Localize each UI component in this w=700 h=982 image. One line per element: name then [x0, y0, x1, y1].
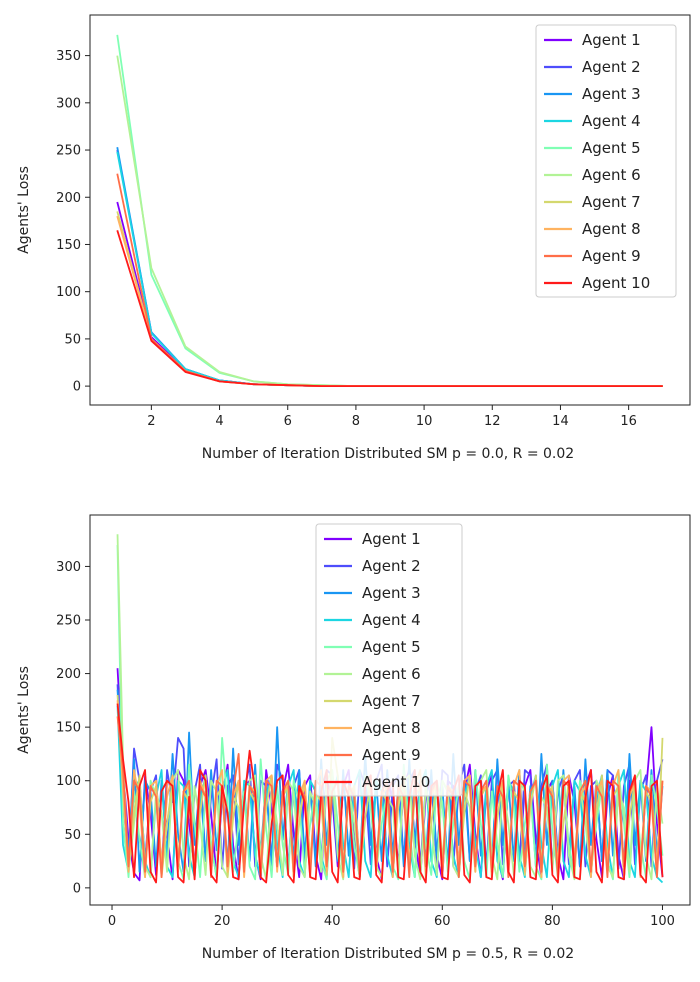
y-tick-label: 250 [56, 614, 81, 629]
legend-label: Agent 3 [582, 85, 641, 103]
y-tick-label: 300 [56, 96, 81, 111]
x-axis-label: Number of Iteration Distributed SM p = 0… [202, 946, 574, 962]
x-tick-label: 12 [484, 414, 501, 429]
legend-label: Agent 8 [362, 719, 421, 737]
y-axis-label: Agents' Loss [16, 166, 32, 254]
x-tick-label: 10 [416, 414, 433, 429]
y-tick-label: 300 [56, 560, 81, 575]
legend-label: Agent 6 [582, 166, 641, 184]
x-tick-label: 14 [552, 414, 569, 429]
series-group [116, 534, 664, 884]
legend-label: Agent 9 [582, 247, 641, 265]
legend-label: Agent 10 [582, 274, 650, 292]
series-line-10 [116, 230, 663, 388]
legend-label: Agent 2 [582, 58, 641, 76]
legend-label: Agent 5 [582, 139, 641, 157]
legend-label: Agent 8 [582, 220, 641, 238]
y-tick-label: 150 [56, 238, 81, 253]
y-tick-label: 100 [56, 774, 81, 789]
x-tick-label: 0 [108, 914, 116, 929]
subplot-1: 2 4 6 8 10 12 14 16 0 50 100 150 200 250 300 350 Number … [16, 14, 691, 462]
legend-label: Agent 7 [362, 692, 421, 710]
x-tick-label: 80 [544, 914, 561, 929]
x-tick-label: 2 [147, 414, 155, 429]
y-tick-label: 100 [56, 285, 81, 300]
y-tick-label: 200 [56, 191, 81, 206]
legend-label: Agent 7 [582, 193, 641, 211]
legend-label: Agent 1 [582, 31, 641, 49]
series-group [116, 34, 663, 388]
x-tick-label: 8 [352, 414, 360, 429]
subplot-2: 0 20 40 60 80 100 0 50 100 150 200 250 300 Number of … [16, 514, 691, 962]
legend-label: Agent 5 [362, 638, 421, 656]
y-tick-label: 350 [56, 49, 81, 64]
legend-label: Agent 2 [362, 557, 421, 575]
legend-label: Agent 4 [362, 611, 421, 629]
legend-label: Agent 4 [582, 112, 641, 130]
y-tick-label: 250 [56, 144, 81, 159]
x-axis-label: Number of Iteration Distributed SM p = 0… [202, 446, 574, 462]
y-tick-label: 0 [73, 881, 81, 896]
x-tick-label: 20 [214, 914, 231, 929]
y-axis-label: Agents' Loss [16, 666, 32, 754]
x-tick-label: 100 [650, 914, 675, 929]
y-tick-label: 50 [64, 828, 81, 843]
legend-label: Agent 1 [362, 530, 421, 548]
y-tick-label: 0 [73, 380, 81, 395]
legend-label: Agent 10 [362, 773, 430, 791]
legend-label: Agent 9 [362, 746, 421, 764]
legend-label: Agent 6 [362, 665, 421, 683]
x-tick-label: 4 [215, 414, 223, 429]
x-tick-label: 40 [324, 914, 341, 929]
legend-label: Agent 3 [362, 584, 421, 602]
legend: Agent 1 Agent 2 Agent 3 Agent 4 Agent 5 Agent… [315, 523, 463, 797]
y-tick-label: 50 [64, 332, 81, 347]
x-tick-label: 6 [284, 414, 292, 429]
legend: Agent 1 Agent 2 Agent 3 Agent 4 Agent 5 Agent… [535, 24, 677, 298]
x-tick-label: 16 [620, 414, 637, 429]
x-tick-label: 60 [434, 914, 451, 929]
legend-box [315, 523, 463, 797]
y-tick-label: 200 [56, 667, 81, 682]
y-tick-label: 150 [56, 721, 81, 736]
